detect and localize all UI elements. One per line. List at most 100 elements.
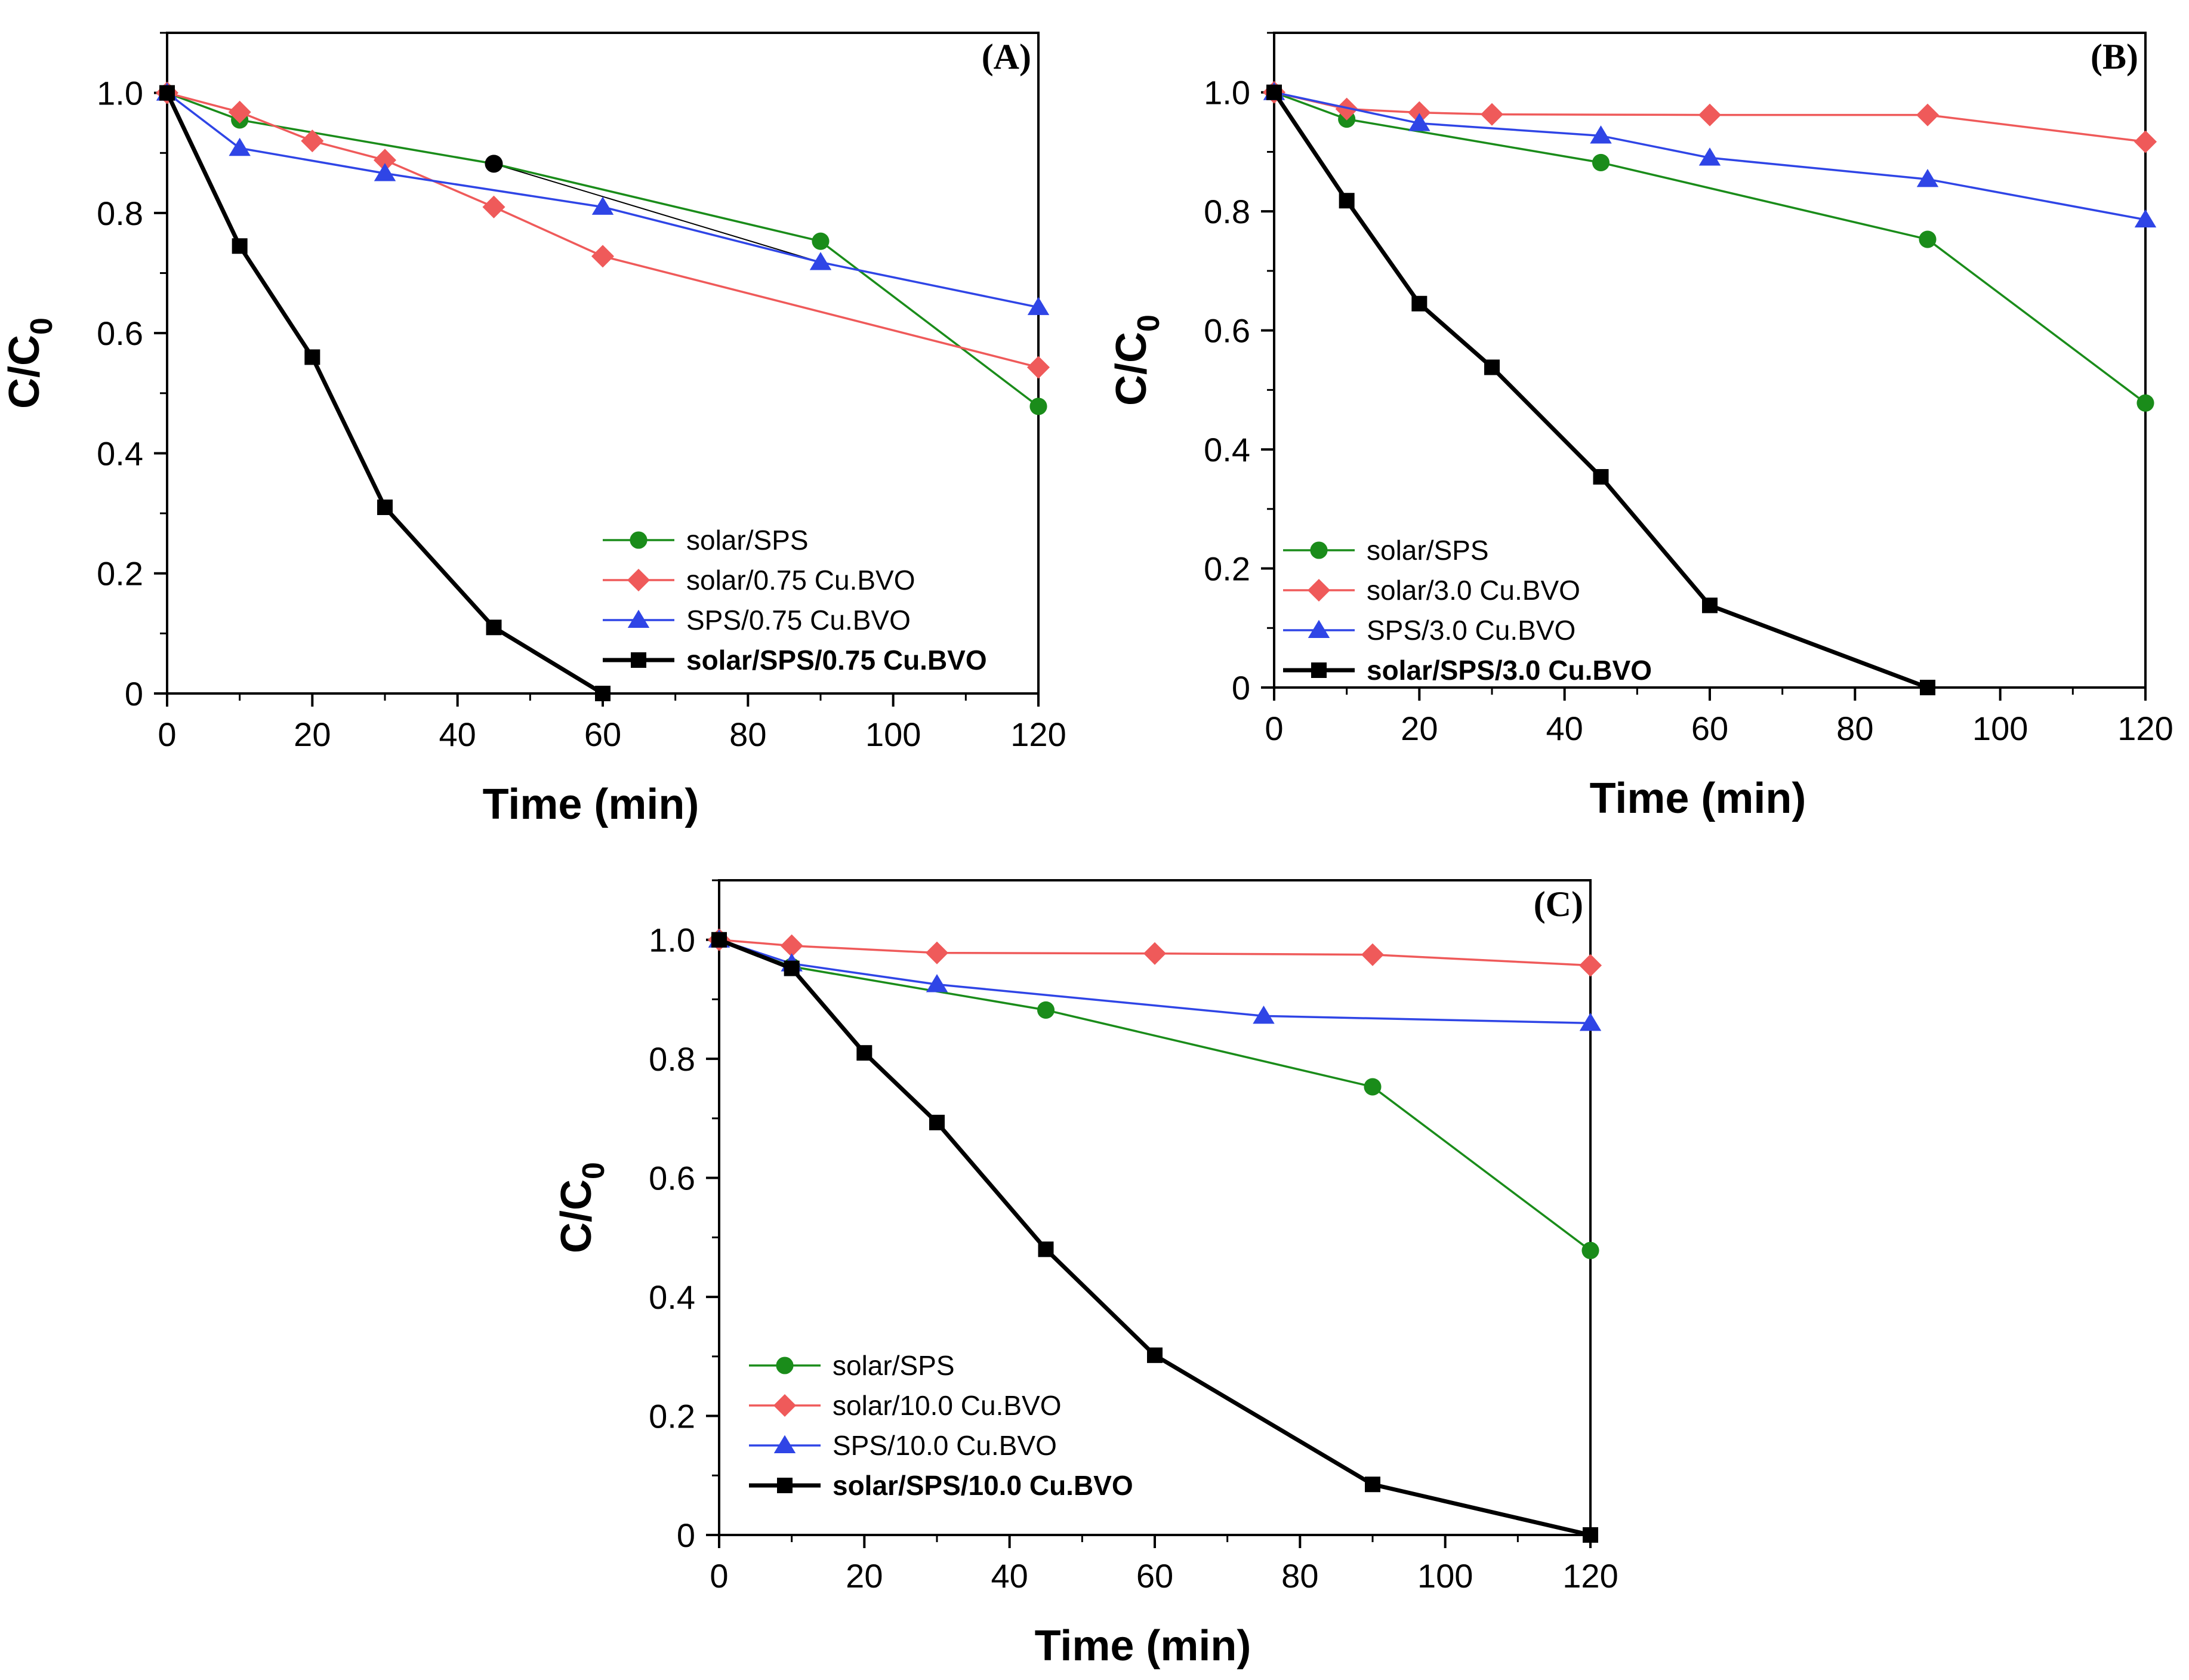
x-tick-label: 40 [439,716,476,753]
series-line [167,91,1039,369]
data-point [1143,942,1167,965]
x-tick-label: 120 [2117,710,2173,747]
legend-entry: solar/SPS/3.0 Cu.BVO [1367,655,1652,686]
data-point [1592,153,1610,171]
data-point [1480,103,1504,126]
legend-marker [1310,541,1328,559]
data-point [373,149,397,172]
data-point [1698,103,1722,127]
data-point [1593,468,1609,485]
x-tick-label: 100 [865,716,921,753]
series-solar-3-0-cu-bvo [1262,81,2157,153]
data-point [591,245,615,268]
legend-entry: SPS/3.0 Cu.BVO [1367,615,1576,646]
chart-panel-1: 0 20 40 60 80 100 120 0 0.2 0.4 0.6 0.8 1.0 Time (min… [1,32,1066,828]
series-solar-0-75-cu-bvo [155,81,1050,379]
data-point [1919,230,1937,248]
x-tick-label: 120 [1010,716,1066,753]
data-point [1590,125,1612,144]
y-tick-label: 0.6 [97,315,143,352]
legend-entry: solar/10.0 Cu.BVO [833,1390,1062,1421]
data-point [1583,1527,1598,1543]
x-axis-title: Time (min) [483,781,699,828]
y-tick-label: 0.4 [649,1278,695,1316]
data-point [1365,1476,1380,1493]
annotation-line [494,163,821,263]
x-tick-label: 40 [991,1557,1028,1595]
legend-marker [627,568,650,592]
y-tick-label: 0.8 [649,1040,695,1078]
x-axis-title: Time (min) [1590,775,1806,822]
data-point [1702,597,1718,614]
y-axis-title-main: C/C [1,335,48,409]
legend-entry: solar/SPS [686,525,809,556]
legend-entry: solar/SPS/10.0 Cu.BVO [833,1470,1133,1501]
data-point [1266,84,1282,100]
data-point [925,941,949,964]
y-tick-label: 0.8 [97,195,143,232]
y-tick-label: 1.0 [1204,74,1250,112]
x-tick-label: 100 [1972,710,2028,747]
panel-label: (A) [982,37,1031,76]
panel-label: (B) [2091,37,2138,76]
x-tick-label: 20 [294,716,331,753]
legend-entry: solar/SPS [833,1350,955,1381]
data-point [591,196,614,215]
x-tick-label: 100 [1417,1557,1473,1595]
legend-marker [1308,619,1330,639]
y-tick-label: 0.6 [1204,312,1250,350]
data-point [929,1114,945,1130]
y-tick-label: 0.8 [1204,193,1250,230]
series-line [719,938,1591,967]
y-tick-label: 0.6 [649,1160,695,1197]
data-point [228,100,251,124]
legend: solar/SPS solar/10.0 Cu.BVO SPS/10.0 Cu.BV… [749,1350,1133,1501]
data-point [2133,130,2157,153]
y-axis-title: C/C0 [1,317,59,409]
data-point [595,686,611,701]
legend: solar/SPS solar/0.75 Cu.BVO SPS/0.75 Cu.BV… [603,525,987,676]
legend-marker [773,1394,797,1417]
data-point [1579,1012,1602,1031]
x-tick-label: 20 [846,1557,883,1595]
legend-marker [631,652,646,668]
data-point [1408,101,1431,124]
data-point [784,960,800,976]
y-tick-label: 0.4 [97,434,143,472]
y-tick-label: 0.4 [1204,431,1250,468]
data-point [809,252,832,270]
data-point [1698,147,1721,166]
data-point [229,137,251,156]
y-axis-title-subscript: 0 [1132,315,1166,332]
data-point [1026,356,1050,379]
data-point [374,163,396,181]
data-point [1916,168,1939,187]
data-point [1038,1241,1054,1257]
x-tick-label: 80 [1281,1557,1318,1595]
legend-entry: solar/3.0 Cu.BVO [1367,575,1580,606]
series-line [166,92,1039,309]
y-axis-title-main: C/C [1108,332,1155,406]
data-point [1364,1078,1382,1096]
y-tick-label: 0.2 [1204,550,1250,588]
x-tick-label: 80 [1836,710,1873,747]
data-point [856,1045,872,1061]
series-solar-sps-0-75-cu-bvo [159,85,611,701]
x-tick-label: 20 [1401,710,1438,747]
data-point [2134,209,2157,228]
series-solar-sps-3-0-cu-bvo [1266,84,1935,695]
data-point [1027,297,1050,315]
x-tick-label: 0 [710,1557,728,1595]
data-point [1029,397,1047,415]
legend-marker [776,1357,794,1374]
series-solar-sps [1265,84,2154,412]
data-point [711,932,727,948]
x-axis-title: Time (min) [1035,1622,1251,1670]
panel-label: (C) [1534,884,1583,924]
data-point [2136,394,2154,412]
data-point [780,934,803,957]
legend-marker [773,1435,796,1454]
x-tick-label: 60 [1136,1557,1173,1595]
data-point [377,500,393,516]
